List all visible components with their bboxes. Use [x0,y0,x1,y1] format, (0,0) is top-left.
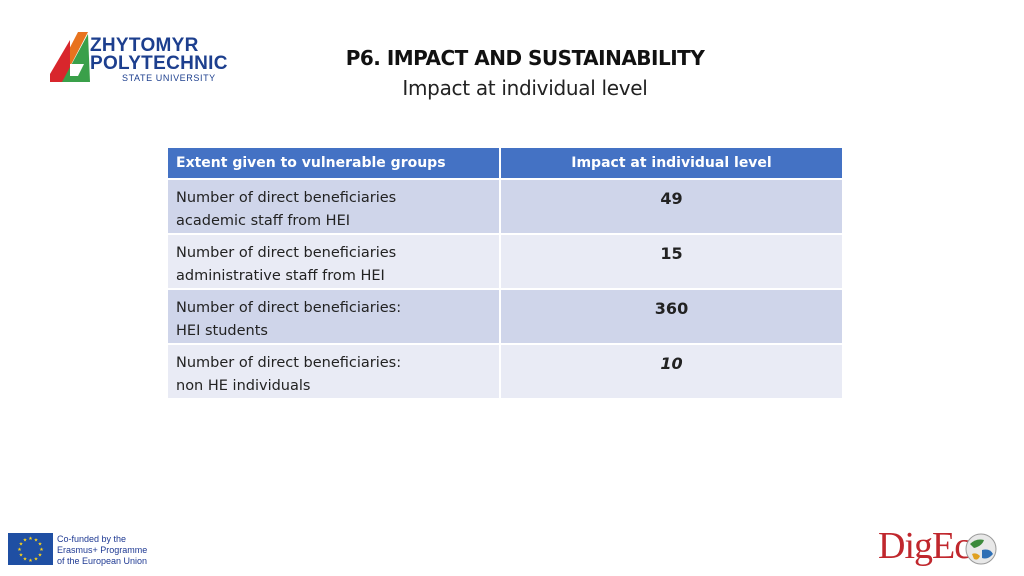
svg-text:★: ★ [34,538,39,544]
logo-text-line3: STATE UNIVERSITY [122,73,216,83]
title-block: P6. IMPACT AND SUSTAINABILITY Impact at … [300,46,750,100]
table-cell-label: Number of direct beneficiaries administr… [168,233,501,289]
eu-flag-icon: ★ ★ ★ ★ ★ ★ ★ ★ ★ ★ ★ ★ [8,533,53,565]
table-cell-label: Number of direct beneficiaries academic … [168,178,501,234]
table-row: Number of direct beneficiaries: non HE i… [168,343,842,398]
svg-text:★: ★ [38,553,43,559]
page-subtitle: Impact at individual level [402,76,648,100]
table-header-row: Extent given to vulnerable groups Impact… [168,148,842,179]
logo-text-line1: ZHYTOMYR [90,35,199,56]
label-line: Number of direct beneficiaries: [176,300,402,316]
table-cell-value: 15 [500,233,842,289]
svg-text:★: ★ [38,542,43,548]
table-header-cell: Impact at individual level [500,148,842,179]
table-row: Number of direct beneficiaries: HEI stud… [168,288,842,344]
label-line: Number of direct beneficiaries [176,245,397,261]
erasmus-caption: Co-funded by the Erasmus+ Programme of t… [57,534,147,567]
label-line: Number of direct beneficiaries: [176,355,402,371]
university-logo: ZHYTOMYR POLYTECHNIC STATE UNIVERSITY [48,30,227,88]
erasmus-logo: ★ ★ ★ ★ ★ ★ ★ ★ ★ ★ ★ ★ Co-funded by the… [6,531,206,571]
label-line: administrative staff from HEI [176,268,385,284]
svg-text:★: ★ [28,536,33,542]
impact-table: Extent given to vulnerable groups Impact… [168,148,842,398]
table-cell-value: 360 [500,288,842,344]
table-cell-label: Number of direct beneficiaries: HEI stud… [168,288,501,344]
table-cell-value: 10 [500,343,842,398]
svg-text:★: ★ [39,547,44,553]
erasmus-line: Erasmus+ Programme [57,545,148,555]
svg-text:★: ★ [19,553,24,559]
svg-text:★: ★ [19,542,24,548]
table-header-cell: Extent given to vulnerable groups [168,148,501,179]
label-line: Number of direct beneficiaries [176,190,397,206]
table-row: Number of direct beneficiaries administr… [168,233,842,289]
erasmus-line: Co-funded by the [57,534,127,544]
label-line: academic staff from HEI [176,213,351,229]
svg-text:★: ★ [23,557,28,563]
table-cell-value: 49 [500,178,842,234]
table-cell-label: Number of direct beneficiaries: non HE i… [168,343,501,398]
digeco-logo: DigEco [878,524,1008,570]
globe-icon [965,533,997,565]
svg-text:★: ★ [17,547,22,553]
logo-text-line2: POLYTECHNIC [90,53,228,74]
label-line: HEI students [176,323,268,339]
logo-triangle-icon [50,32,90,82]
erasmus-line: of the European Union [57,556,148,566]
label-line: non HE individuals [176,378,311,394]
svg-text:★: ★ [34,557,39,563]
page-title: P6. IMPACT AND SUSTAINABILITY [345,46,705,70]
svg-text:★: ★ [28,558,33,564]
table-row: Number of direct beneficiaries academic … [168,178,842,234]
svg-text:★: ★ [23,538,28,544]
